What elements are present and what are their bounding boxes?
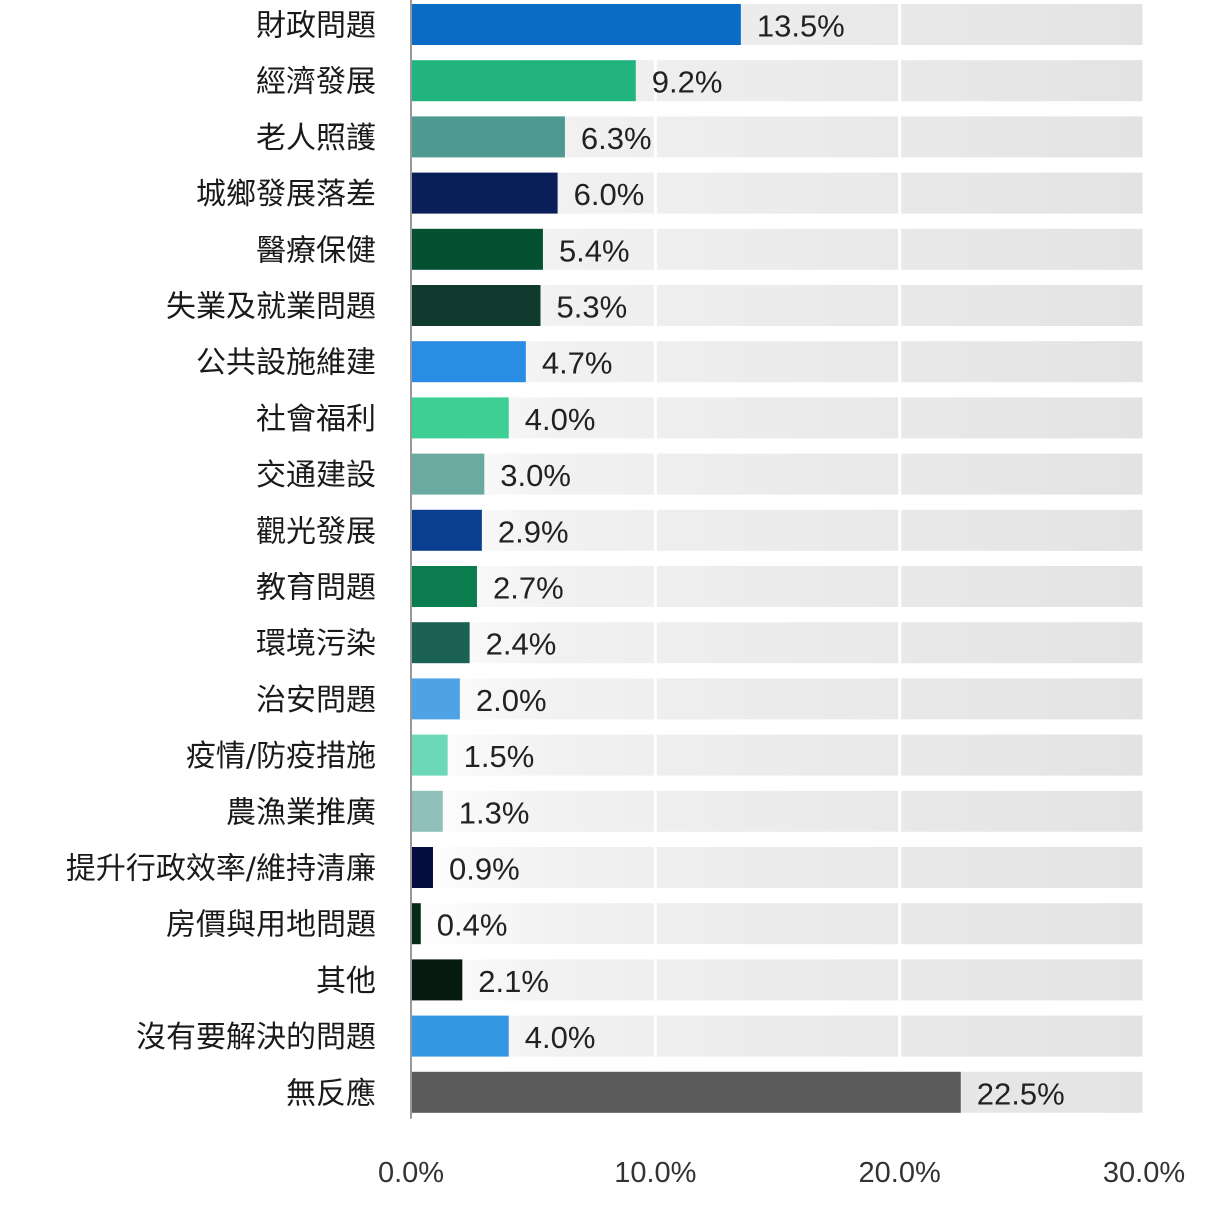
value-label: 0.9% bbox=[449, 852, 520, 887]
bar bbox=[411, 734, 448, 776]
value-label: 3.0% bbox=[500, 458, 571, 493]
bar-track bbox=[411, 566, 1144, 607]
value-label: 22.5% bbox=[977, 1076, 1065, 1111]
bar bbox=[411, 1015, 509, 1057]
gridlines bbox=[653, 4, 1146, 1113]
bar-track bbox=[411, 959, 1144, 1001]
bar-track bbox=[411, 678, 1144, 720]
bar bbox=[411, 1071, 961, 1113]
bar-track bbox=[411, 847, 1144, 888]
category-label: 醫療保健 bbox=[256, 233, 376, 268]
category-label: 公共設施維建 bbox=[196, 346, 376, 381]
category-label: 老人照護 bbox=[256, 121, 376, 156]
bar bbox=[411, 453, 485, 495]
value-label: 5.3% bbox=[556, 290, 627, 325]
bar bbox=[411, 509, 482, 551]
category-label: 農漁業推廣 bbox=[226, 795, 376, 830]
category-label: 沒有要解決的問題 bbox=[136, 1020, 376, 1055]
x-tick-label: 30.0% bbox=[1103, 1157, 1185, 1189]
value-label: 13.5% bbox=[757, 9, 845, 44]
category-label: 教育問題 bbox=[256, 571, 376, 606]
bar-track bbox=[411, 397, 1144, 439]
category-label: 環境污染 bbox=[256, 627, 376, 662]
bar bbox=[411, 397, 509, 439]
bar bbox=[411, 566, 477, 607]
x-tick-label: 0.0% bbox=[378, 1157, 444, 1189]
value-label: 4.0% bbox=[525, 1020, 596, 1055]
bar bbox=[411, 341, 526, 383]
value-label: 2.9% bbox=[498, 514, 569, 549]
bar bbox=[411, 959, 463, 1001]
category-label: 無反應 bbox=[286, 1076, 376, 1111]
bar-track bbox=[411, 734, 1144, 776]
value-label: 1.3% bbox=[459, 795, 530, 830]
x-tick-label: 10.0% bbox=[614, 1157, 696, 1189]
category-label: 治安問題 bbox=[256, 683, 376, 718]
bar bbox=[411, 285, 541, 326]
category-label: 經濟發展 bbox=[256, 65, 376, 100]
bar bbox=[411, 790, 443, 832]
category-label: 交通建設 bbox=[256, 458, 376, 493]
value-label: 2.4% bbox=[486, 627, 557, 662]
value-label: 5.4% bbox=[559, 233, 630, 268]
category-label: 房價與用地問題 bbox=[166, 908, 376, 943]
bar-track bbox=[411, 341, 1144, 383]
value-label: 9.2% bbox=[652, 65, 723, 100]
bar bbox=[411, 847, 433, 888]
bar-track bbox=[411, 790, 1144, 832]
bar bbox=[411, 60, 636, 102]
value-labels: 13.5% 9.2%6.3% 6.0% 5.4% 5.3% 4.7% 4.0% 3.0% 2.9… bbox=[437, 9, 1065, 1112]
value-label: 2.7% bbox=[493, 571, 564, 606]
category-label: 失業及就業問題 bbox=[166, 290, 376, 325]
value-label: 2.1% bbox=[478, 964, 549, 999]
bar bbox=[411, 678, 460, 720]
x-tick-labels: 0.0% 10.0% 20.0% 30.0% bbox=[378, 1157, 1185, 1189]
value-label: 6.3% bbox=[581, 121, 652, 156]
value-label: 0.4% bbox=[437, 908, 508, 943]
x-tick-label: 20.0% bbox=[859, 1157, 941, 1189]
category-label: 其他 bbox=[316, 964, 376, 999]
bar-track bbox=[411, 622, 1144, 664]
value-label: 6.0% bbox=[574, 177, 645, 212]
value-label: 2.0% bbox=[476, 683, 547, 718]
value-label: 4.0% bbox=[525, 402, 596, 437]
bar bbox=[411, 4, 741, 45]
value-label: 1.5% bbox=[464, 739, 535, 774]
bar-track bbox=[411, 453, 1144, 495]
bars bbox=[411, 4, 961, 1113]
bar-track bbox=[411, 903, 1144, 945]
category-label: 財政問題 bbox=[256, 9, 376, 44]
category-label: 社會福利 bbox=[256, 402, 376, 437]
bar bbox=[411, 228, 543, 270]
bar bbox=[411, 622, 470, 664]
category-label: 疫情/防疫措施 bbox=[186, 739, 376, 774]
bar bbox=[411, 172, 558, 214]
category-label: 城鄉發展落差 bbox=[196, 177, 376, 212]
bar bbox=[411, 903, 421, 945]
bar bbox=[411, 116, 565, 158]
bar-track bbox=[411, 509, 1144, 551]
value-label: 4.7% bbox=[542, 346, 613, 381]
category-label: 提升行政效率/維持清廉 bbox=[66, 852, 376, 887]
category-label: 觀光發展 bbox=[256, 514, 376, 549]
category-labels: 財政問題經濟發展老人照護城鄉發展落差醫療保健失業及就業問題公共設施維建社會福利交… bbox=[66, 9, 376, 1112]
bar-tracks bbox=[411, 4, 1144, 1113]
bar-track bbox=[411, 1015, 1144, 1057]
